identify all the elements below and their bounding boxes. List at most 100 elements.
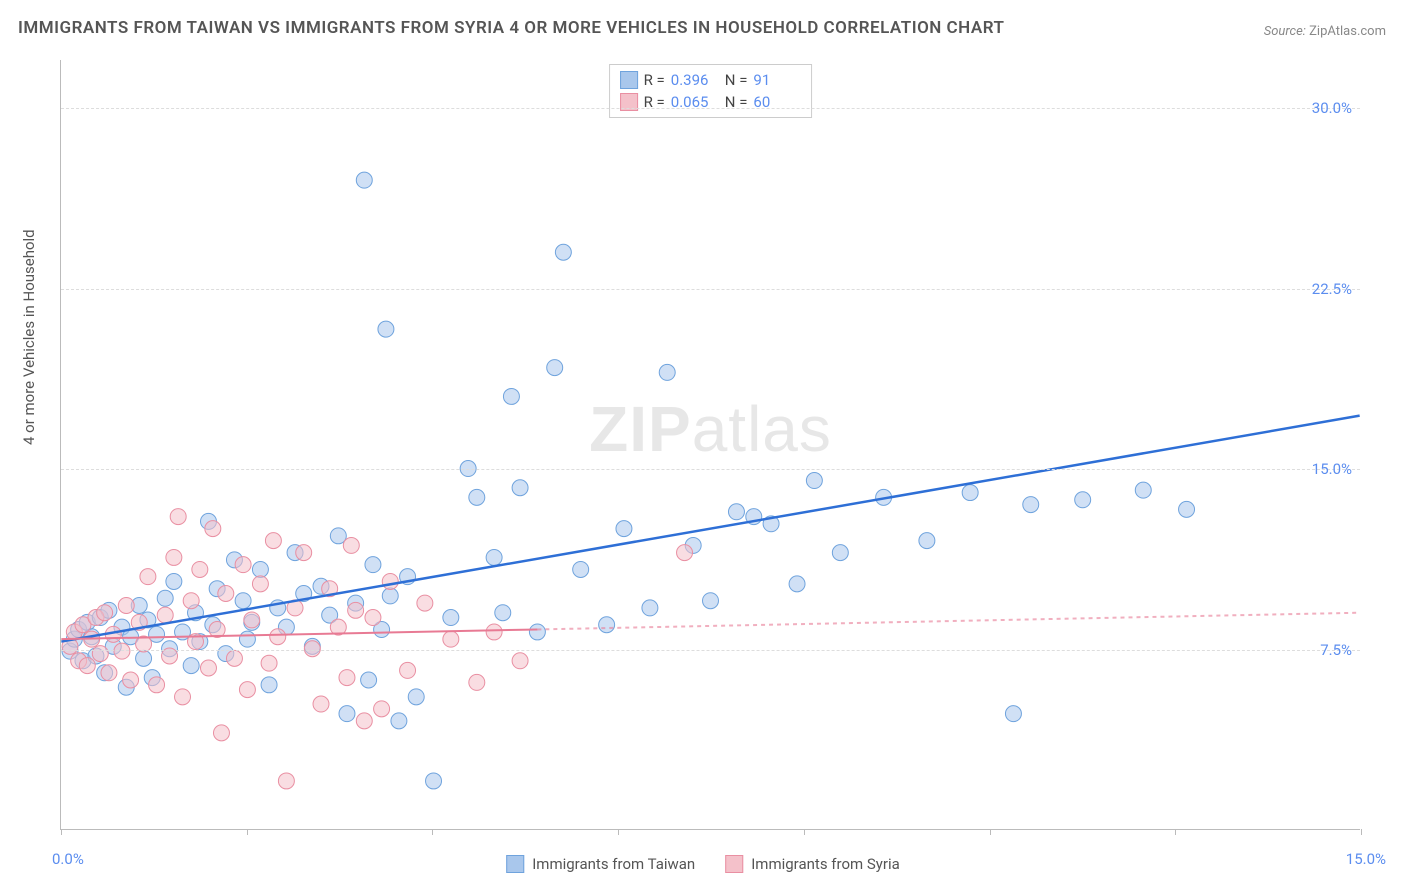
scatter-point — [157, 590, 173, 606]
scatter-point — [123, 672, 139, 688]
scatter-point — [322, 607, 338, 623]
scatter-point — [374, 701, 390, 717]
scatter-point — [213, 725, 229, 741]
regression-line-dashed — [537, 613, 1359, 630]
x-tick — [432, 829, 433, 835]
scatter-point — [75, 653, 91, 669]
scatter-point — [348, 595, 364, 611]
scatter-point — [443, 631, 459, 647]
scatter-point — [92, 610, 108, 626]
scatter-point — [789, 576, 805, 592]
gridline — [61, 108, 1360, 109]
scatter-point — [503, 388, 519, 404]
scatter-point — [322, 581, 338, 597]
scatter-point — [244, 614, 260, 630]
scatter-point — [62, 638, 78, 654]
x-tick-max: 15.0% — [1346, 850, 1386, 868]
scatter-point — [832, 545, 848, 561]
scatter-point — [239, 682, 255, 698]
scatter-point — [200, 513, 216, 529]
scatter-point — [114, 619, 130, 635]
scatter-point — [114, 643, 130, 659]
y-tick-label: 22.5% — [1312, 280, 1352, 298]
scatter-point — [304, 638, 320, 654]
scatter-point — [183, 658, 199, 674]
scatter-point — [382, 588, 398, 604]
scatter-point — [547, 360, 563, 376]
scatter-point — [131, 614, 147, 630]
x-tick — [247, 829, 248, 835]
scatter-point — [226, 650, 242, 666]
scatter-point — [261, 655, 277, 671]
scatter-point — [92, 646, 108, 662]
scatter-point — [205, 521, 221, 537]
regression-line — [61, 416, 1359, 642]
scatter-point — [235, 593, 251, 609]
scatter-point — [417, 595, 433, 611]
scatter-point — [313, 578, 329, 594]
scatter-point — [166, 549, 182, 565]
x-tick — [618, 829, 619, 835]
scatter-point — [252, 561, 268, 577]
scatter-point — [287, 545, 303, 561]
legend-series-label: Immigrants from Taiwan — [532, 855, 695, 873]
legend-N-value: 91 — [753, 71, 801, 89]
scatter-point — [919, 533, 935, 549]
scatter-point — [763, 516, 779, 532]
scatter-point — [278, 773, 294, 789]
scatter-point — [616, 521, 632, 537]
scatter-point — [382, 573, 398, 589]
legend-correlation: R =0.396N =91R =0.065N =60 — [609, 64, 813, 118]
scatter-point — [361, 672, 377, 688]
scatter-point — [205, 617, 221, 633]
scatter-point — [218, 646, 234, 662]
scatter-point — [408, 689, 424, 705]
legend-R-label: R = — [644, 71, 665, 89]
scatter-point — [876, 489, 892, 505]
scatter-point — [348, 602, 364, 618]
y-axis-label: 4 or more Vehicles in Household — [20, 229, 38, 445]
scatter-point — [118, 598, 134, 614]
scatter-point — [330, 528, 346, 544]
x-tick — [1361, 829, 1362, 835]
scatter-point — [118, 679, 134, 695]
scatter-point — [239, 631, 255, 647]
source-value: ZipAtlas.com — [1309, 24, 1386, 39]
scatter-point — [131, 598, 147, 614]
scatter-point — [79, 658, 95, 674]
scatter-point — [200, 660, 216, 676]
x-tick-min: 0.0% — [52, 850, 84, 868]
scatter-point — [66, 631, 82, 647]
scatter-point — [183, 593, 199, 609]
scatter-point — [71, 622, 87, 638]
scatter-point — [469, 489, 485, 505]
watermark: ZIPatlas — [589, 392, 832, 466]
legend-R-value: 0.396 — [671, 71, 719, 89]
scatter-point — [495, 605, 511, 621]
scatter-point — [75, 617, 91, 633]
scatter-point — [529, 624, 545, 640]
chart-container: IMMIGRANTS FROM TAIWAN VS IMMIGRANTS FRO… — [0, 0, 1406, 892]
scatter-point — [378, 321, 394, 337]
watermark-rest: atlas — [692, 393, 832, 465]
scatter-point — [374, 622, 390, 638]
gridline — [61, 469, 1360, 470]
scatter-point — [270, 600, 286, 616]
legend-series-item: Immigrants from Syria — [725, 855, 900, 873]
legend-series-label: Immigrants from Syria — [751, 855, 900, 873]
scatter-point — [1179, 501, 1195, 517]
scatter-point — [313, 696, 329, 712]
scatter-point — [426, 773, 442, 789]
scatter-point — [79, 614, 95, 630]
scatter-point — [391, 713, 407, 729]
scatter-point — [123, 629, 139, 645]
scatter-point — [97, 665, 113, 681]
scatter-point — [343, 537, 359, 553]
scatter-point — [330, 619, 346, 635]
scatter-point — [192, 634, 208, 650]
x-tick — [1175, 829, 1176, 835]
scatter-point — [62, 643, 78, 659]
y-tick-label: 15.0% — [1312, 460, 1352, 478]
source-attribution: Source: ZipAtlas.com — [1264, 24, 1386, 39]
scatter-point — [218, 586, 234, 602]
